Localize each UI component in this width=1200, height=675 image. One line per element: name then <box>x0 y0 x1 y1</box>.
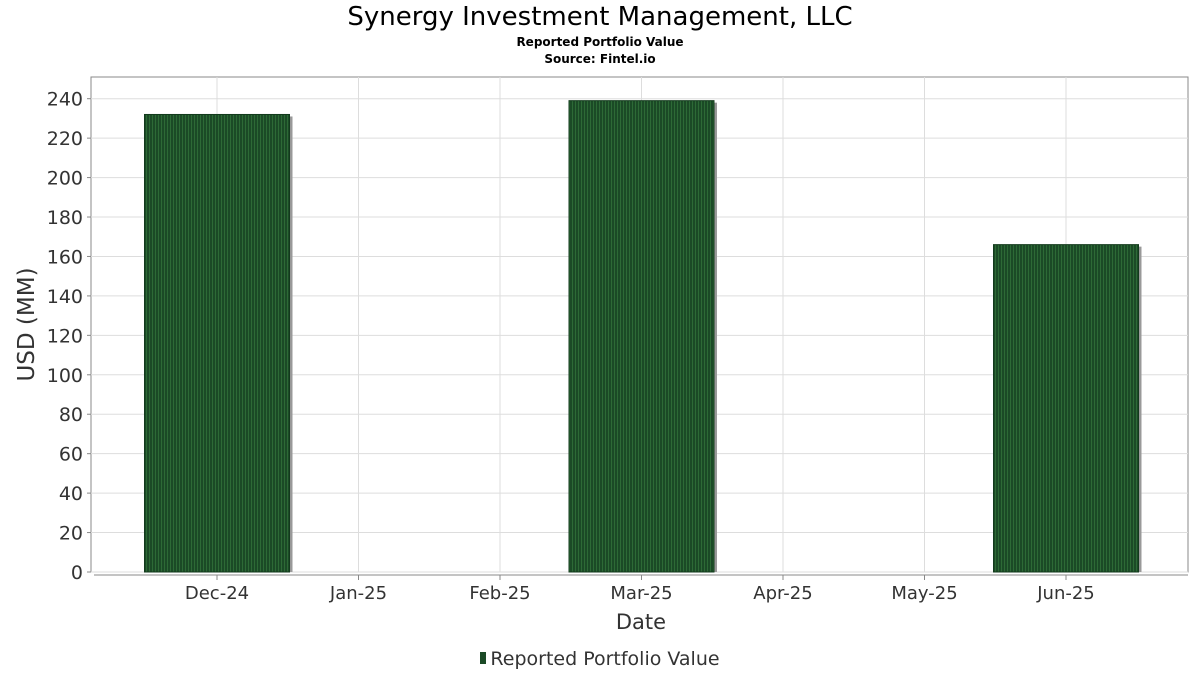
chart-subtitle: Reported Portfolio Value <box>516 35 684 49</box>
y-tick-label: 40 <box>59 483 83 505</box>
y-tick-label: 60 <box>59 444 83 466</box>
x-tick-label: Jun-25 <box>1036 583 1095 604</box>
x-tick-label: May-25 <box>891 583 957 604</box>
bars <box>144 100 1142 573</box>
axes: 0 20 40 60 80 100 120 140 160 180 200 220 240 Dec-24 J… <box>47 89 1188 604</box>
legend-swatch <box>480 651 487 664</box>
y-axis-label: USD (MM) <box>14 267 40 381</box>
y-tick-label: 200 <box>47 168 83 190</box>
legend: Reported Portfolio Value <box>0 648 1200 670</box>
x-axis-label: Date <box>616 610 666 634</box>
y-tick-label: 20 <box>59 523 83 545</box>
y-tick-label: 240 <box>47 89 83 111</box>
x-tick-label: Dec-24 <box>185 583 249 604</box>
bar <box>568 100 715 573</box>
x-tick-label: Mar-25 <box>610 583 672 604</box>
bar <box>993 244 1139 573</box>
y-tick-label: 120 <box>47 325 83 347</box>
chart-source: Source: Fintel.io <box>544 52 656 66</box>
y-tick-label: 0 <box>71 562 83 584</box>
y-tick-label: 220 <box>47 128 83 150</box>
y-tick-label: 100 <box>47 365 83 387</box>
y-tick-label: 80 <box>59 404 83 426</box>
y-tick-label: 140 <box>47 286 83 308</box>
chart-title: Synergy Investment Management, LLC <box>347 2 853 32</box>
x-tick-label: Jan-25 <box>329 583 387 604</box>
y-tick-label: 180 <box>47 207 83 229</box>
x-tick-label: Feb-25 <box>469 583 530 604</box>
bar <box>144 113 290 573</box>
legend-label: Reported Portfolio Value <box>490 648 720 670</box>
x-tick-label: Apr-25 <box>753 583 812 604</box>
y-tick-label: 160 <box>47 246 83 268</box>
